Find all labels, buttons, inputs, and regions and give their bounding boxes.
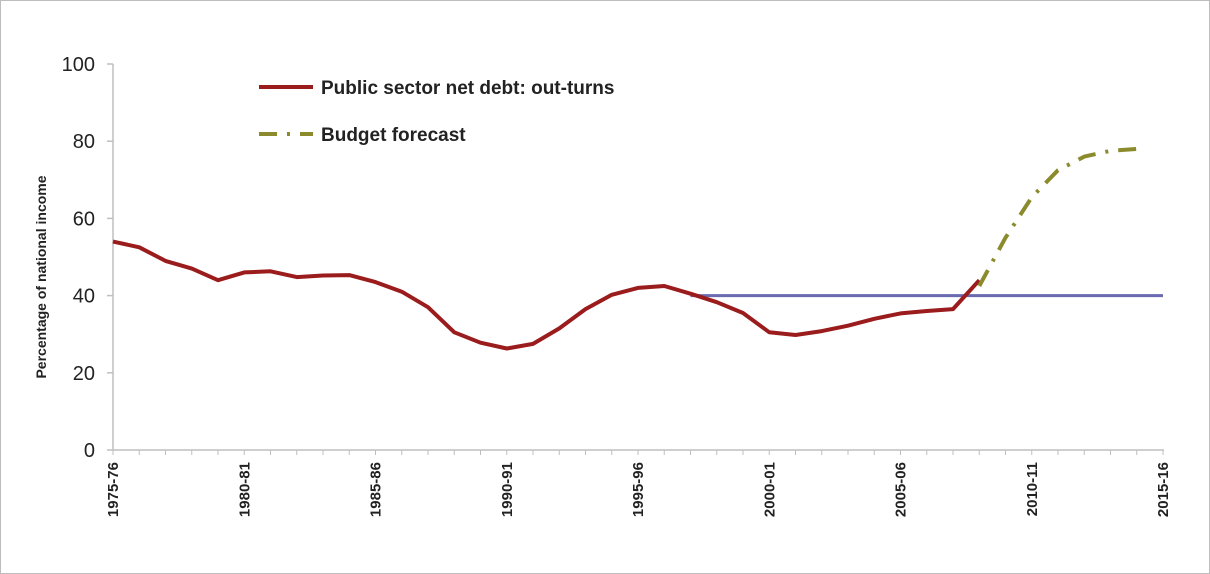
legend-label-outturns: Public sector net debt: out-turns xyxy=(321,78,614,99)
legend-label-forecast: Budget forecast xyxy=(321,125,466,146)
y-tick-label: 100 xyxy=(62,54,95,76)
x-tick-label: 1980-81 xyxy=(236,462,253,517)
x-tick-label: 1975-76 xyxy=(105,462,122,517)
y-tick-label: 0 xyxy=(84,440,95,462)
x-tick-label: 2000-01 xyxy=(761,462,778,517)
axes xyxy=(112,64,1164,451)
x-tick-label: 2010-11 xyxy=(1024,462,1041,516)
series-line-outturns xyxy=(112,239,981,351)
x-tick-label: 2005-06 xyxy=(893,462,910,517)
x-tick-label: 1985-86 xyxy=(368,462,385,517)
y-tick-label: 60 xyxy=(73,208,95,230)
series-layer xyxy=(112,146,1163,351)
x-tick-label: 2015-16 xyxy=(1155,462,1172,517)
x-tick-group: 1975-76 1980-81 1985-86 1990-91 1995-96 2000-… xyxy=(105,450,1172,517)
x-tick-label: 1990-91 xyxy=(499,462,516,517)
x-tick-label: 1995-96 xyxy=(630,462,647,517)
y-axis-title: Percentage of national income xyxy=(33,175,49,378)
legend: Public sector net debt: out-turns Budget… xyxy=(259,78,614,146)
y-tick-label: 20 xyxy=(73,363,95,385)
y-tick-label: 40 xyxy=(73,286,95,308)
y-tick-label: 80 xyxy=(73,131,95,153)
series-line-forecast xyxy=(977,146,1137,287)
y-tick-group: 0 20 40 60 80 100 xyxy=(62,54,113,462)
